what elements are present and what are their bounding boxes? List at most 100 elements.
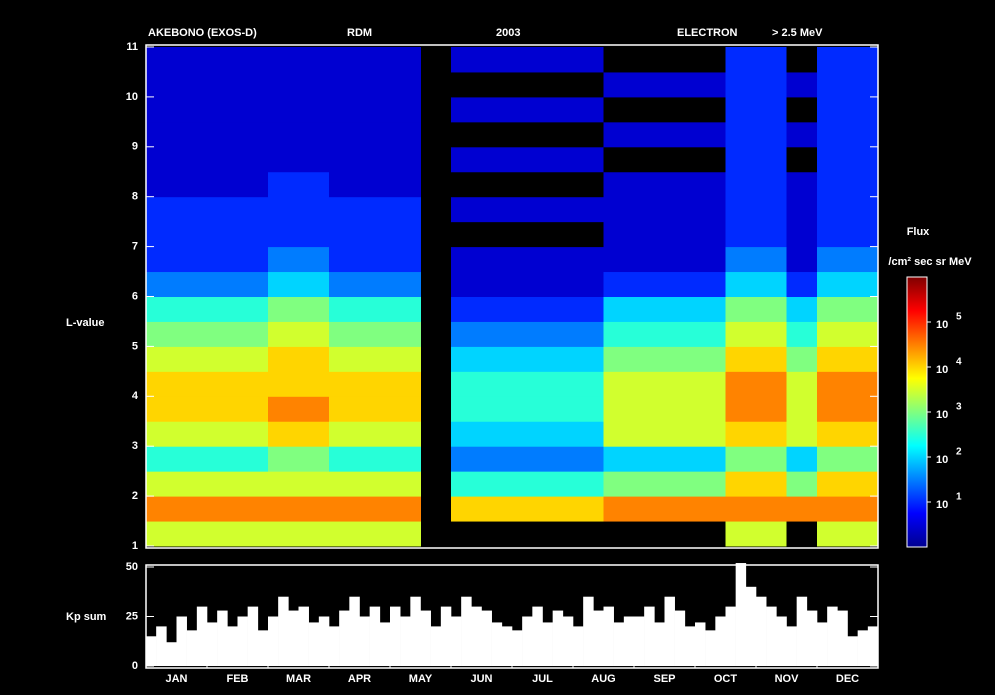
flux-cell: [542, 121, 574, 148]
flux-cell: [176, 196, 208, 223]
y-tick-label: 2: [132, 490, 138, 502]
kp-bar: [268, 616, 279, 666]
kp-bar: [247, 606, 259, 666]
flux-cell: [542, 171, 574, 198]
flux-cell: [725, 396, 757, 422]
flux-cell: [786, 321, 818, 347]
flux-cell: [390, 146, 421, 173]
flux-cell: [603, 446, 635, 472]
flux-cell: [481, 47, 513, 73]
flux-cell: [390, 346, 421, 372]
flux-cell: [390, 271, 421, 297]
flux-cell: [176, 47, 208, 73]
flux-cell: [847, 421, 879, 447]
flux-cell: [207, 146, 238, 173]
flux-cell: [512, 71, 543, 98]
flux-cell: [176, 246, 208, 273]
flux-cell: [512, 471, 543, 497]
flux-cell: [237, 496, 269, 522]
flux-cell: [634, 446, 665, 472]
flux-cell: [176, 371, 208, 397]
flux-cell: [146, 446, 177, 472]
y-tick-label: 25: [126, 610, 138, 622]
y-tick-label: 5: [132, 340, 138, 352]
flux-cell: [573, 446, 604, 472]
flux-cell: [634, 71, 665, 98]
flux-cell: [847, 196, 879, 223]
flux-cell: [725, 321, 757, 347]
flux-cell: [634, 321, 665, 347]
flux-cell: [176, 146, 208, 173]
flux-cell: [756, 47, 787, 73]
flux-cell: [207, 521, 238, 547]
flux-cell: [298, 321, 330, 347]
flux-cell: [603, 221, 635, 248]
flux-cell: [695, 371, 726, 397]
flux-cell: [146, 371, 177, 397]
flux-cell: [237, 396, 269, 422]
flux-cell: [664, 96, 696, 123]
flux-cell: [329, 321, 360, 347]
flux-cell: [207, 496, 238, 522]
flux-cell: [786, 171, 818, 198]
kp-bar: [735, 563, 747, 666]
flux-cell: [512, 321, 543, 347]
flux-cell: [207, 171, 238, 198]
flux-cell: [634, 171, 665, 198]
x-tick-label: NOV: [775, 673, 800, 685]
flux-cell: [603, 146, 635, 173]
flux-cell: [634, 271, 665, 297]
flux-cell: [146, 246, 177, 273]
flux-cell: [603, 121, 635, 148]
flux-cell: [237, 346, 269, 372]
flux-cell: [634, 221, 665, 248]
flux-cell: [237, 96, 269, 123]
flux-cell: [359, 146, 391, 173]
kp-bar: [176, 616, 187, 666]
flux-cell: [664, 521, 696, 547]
flux-cell: [634, 371, 665, 397]
colorbar-tick-label: 10: [936, 499, 948, 511]
flux-cell: [207, 321, 238, 347]
flux-cell: [603, 421, 635, 447]
flux-cell: [359, 121, 391, 148]
flux-cell: [664, 471, 696, 497]
flux-cell: [451, 396, 482, 422]
flux-cell: [481, 71, 513, 98]
kp-bar: [410, 596, 421, 666]
flux-cell: [573, 421, 604, 447]
x-tick-label: APR: [348, 673, 371, 685]
kp-bar: [512, 630, 523, 666]
flux-cell: [146, 271, 177, 297]
flux-cell: [725, 521, 757, 547]
flux-cell: [542, 271, 574, 297]
flux-cell: [298, 496, 330, 522]
flux-cell: [847, 146, 879, 173]
flux-cell: [207, 196, 238, 223]
flux-cell: [542, 446, 574, 472]
flux-cell: [603, 47, 635, 73]
kp-bar: [552, 610, 564, 666]
flux-cell: [756, 496, 787, 522]
flux-cell: [298, 47, 330, 73]
flux-cell: [237, 521, 269, 547]
flux-cell: [573, 271, 604, 297]
flux-cell: [298, 246, 330, 273]
flux-cell: [573, 146, 604, 173]
flux-cell: [847, 321, 879, 347]
flux-cell: [359, 246, 391, 273]
flux-cell: [268, 96, 299, 123]
flux-cell: [664, 346, 696, 372]
y-tick-label: 1: [132, 540, 138, 552]
flux-cell: [664, 271, 696, 297]
flux-cell: [695, 196, 726, 223]
flux-cell: [725, 271, 757, 297]
flux-cell: [817, 521, 848, 547]
flux-cell: [512, 196, 543, 223]
kp-bar: [695, 622, 706, 666]
flux-cell: [695, 96, 726, 123]
kp-bar: [430, 626, 442, 666]
kp-bar: [501, 626, 513, 666]
flux-cell: [390, 71, 421, 98]
flux-cell: [725, 346, 757, 372]
